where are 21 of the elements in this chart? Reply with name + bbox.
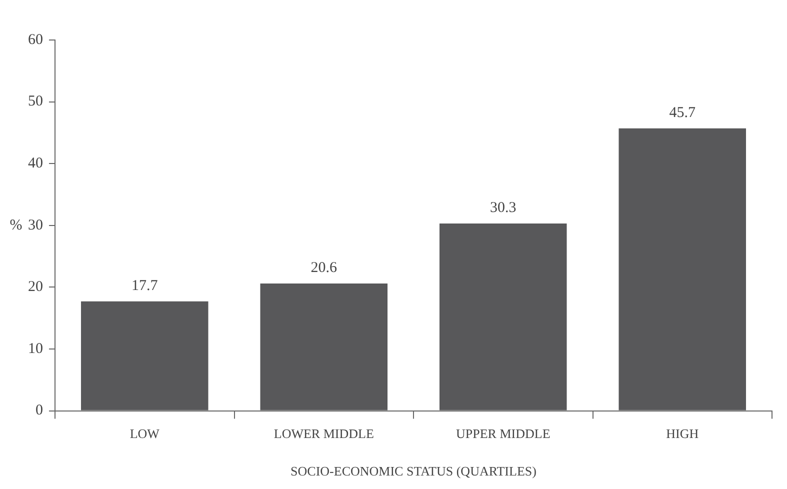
bar bbox=[260, 283, 388, 410]
data-label: 17.7 bbox=[132, 278, 158, 294]
y-axis-title: % bbox=[10, 217, 22, 234]
x-axis-title: SOCIO-ECONOMIC STATUS (QUARTILES) bbox=[290, 464, 536, 479]
y-tick-label: 10 bbox=[28, 340, 43, 357]
y-tick-label: 0 bbox=[36, 402, 43, 419]
x-tick-label: HIGH bbox=[666, 426, 699, 442]
x-tick-label: LOW bbox=[130, 426, 160, 442]
bar bbox=[80, 301, 208, 410]
y-tick-label: 20 bbox=[28, 279, 43, 296]
y-tick-label: 50 bbox=[28, 94, 43, 110]
y-tick-label: 40 bbox=[28, 156, 43, 172]
x-tick-label: UPPER MIDDLE bbox=[456, 426, 550, 442]
bar bbox=[439, 224, 567, 410]
data-label: 30.3 bbox=[490, 200, 516, 216]
data-label: 20.6 bbox=[310, 260, 338, 276]
bar bbox=[618, 128, 746, 410]
y-tick-label: 30 bbox=[28, 217, 43, 234]
x-tick-label: LOWER MIDDLE bbox=[274, 426, 374, 442]
y-tick-label: 60 bbox=[28, 32, 43, 48]
data-label: 45.7 bbox=[669, 104, 696, 121]
